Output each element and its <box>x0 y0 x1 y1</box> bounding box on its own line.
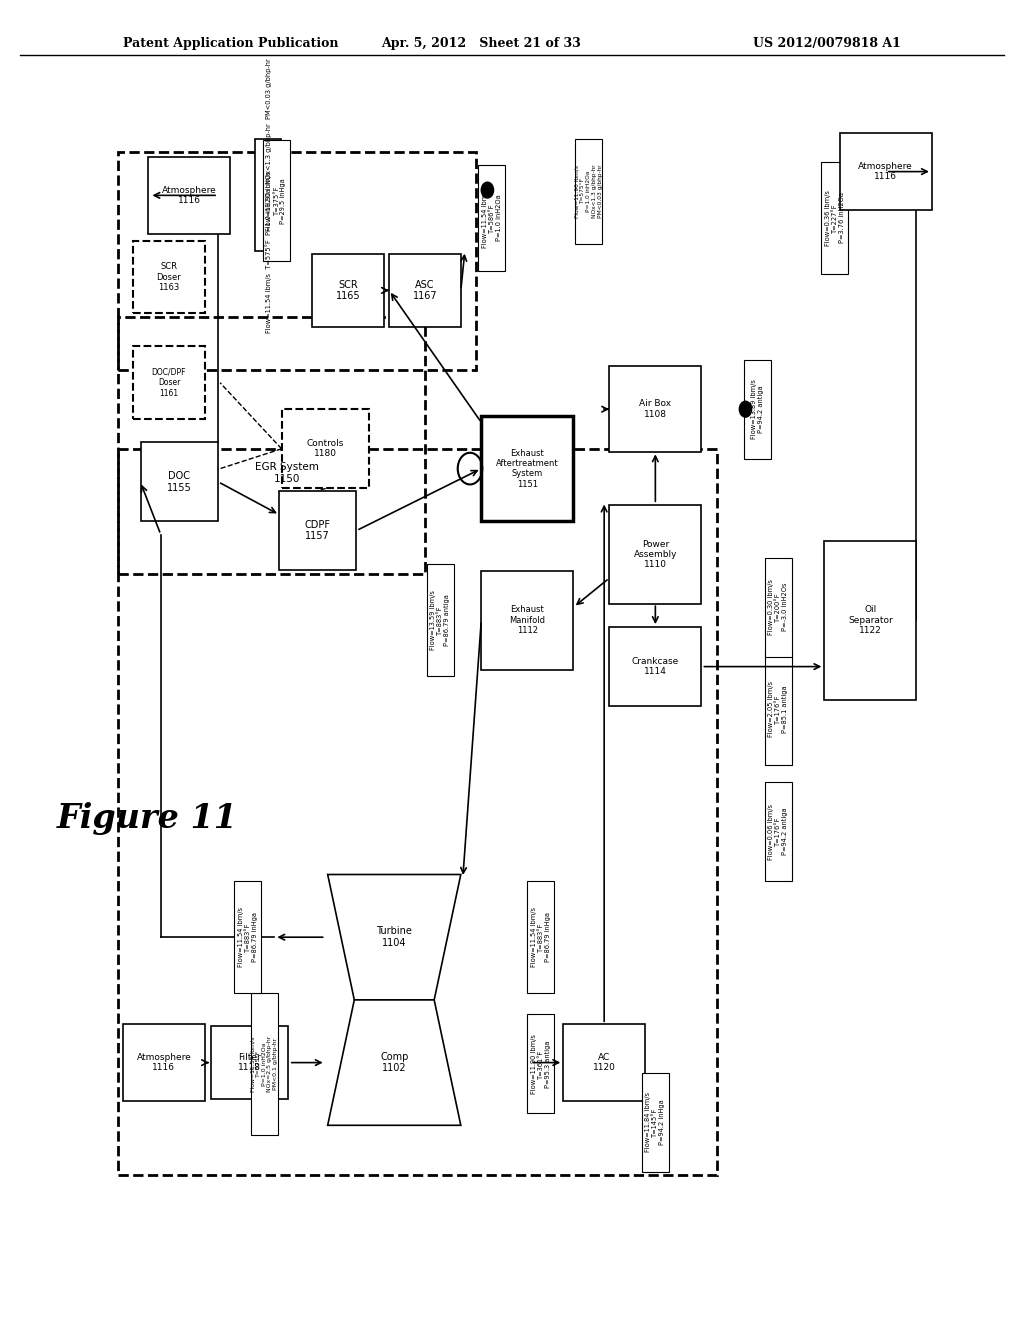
Text: Flow=13.59 lbm/s
T=883°F
P=86.79 antiga: Flow=13.59 lbm/s T=883°F P=86.79 antiga <box>430 590 451 651</box>
FancyBboxPatch shape <box>527 882 554 993</box>
Text: Turbine
1104: Turbine 1104 <box>376 927 413 948</box>
FancyBboxPatch shape <box>765 781 792 882</box>
FancyBboxPatch shape <box>234 882 261 993</box>
Text: Flow=11.54 lbm/s
T=883°F
P=86.79 inHga: Flow=11.54 lbm/s T=883°F P=86.79 inHga <box>238 907 258 968</box>
Text: CDPF
1157: CDPF 1157 <box>304 520 331 541</box>
Text: Flow=11.54 lbm/s
T=883°F
P=86.79 inHga: Flow=11.54 lbm/s T=883°F P=86.79 inHga <box>530 907 551 968</box>
FancyBboxPatch shape <box>481 570 573 671</box>
Polygon shape <box>328 1001 461 1125</box>
FancyBboxPatch shape <box>256 140 281 251</box>
Text: Apr. 5, 2012   Sheet 21 of 33: Apr. 5, 2012 Sheet 21 of 33 <box>381 37 582 50</box>
Text: Exhaust
Aftertreatment
System
1151: Exhaust Aftertreatment System 1151 <box>496 449 559 488</box>
Circle shape <box>481 182 494 198</box>
Text: Crankcase
1114: Crankcase 1114 <box>632 657 679 676</box>
FancyBboxPatch shape <box>133 346 205 420</box>
FancyBboxPatch shape <box>609 367 701 451</box>
Text: Flow=11.54 lbm/s  T=575°F  P=1.0 inH2Oa  NOx<1.3 g/bhp-hr  PM<0.03 g/bhp-hr: Flow=11.54 lbm/s T=575°F P=1.0 inH2Oa NO… <box>265 58 271 333</box>
Circle shape <box>739 401 752 417</box>
FancyBboxPatch shape <box>609 506 701 605</box>
Text: Flow=11.84 lbm/s
T=145°F
P=94.2 inHga: Flow=11.84 lbm/s T=145°F P=94.2 inHga <box>645 1092 666 1152</box>
FancyBboxPatch shape <box>427 565 454 676</box>
Text: Flow=0.06 lbm/s
T=176°F
P=94.2 antiga: Flow=0.06 lbm/s T=176°F P=94.2 antiga <box>768 804 788 859</box>
Text: US 2012/0079818 A1: US 2012/0079818 A1 <box>754 37 901 50</box>
Text: DOC/DPF
Doser
1161: DOC/DPF Doser 1161 <box>152 368 186 397</box>
Text: Flow=0.30 lbm/s
T=200°F
P=-3.0 inH2Os: Flow=0.30 lbm/s T=200°F P=-3.0 inH2Os <box>768 579 788 635</box>
Text: Air Box
1108: Air Box 1108 <box>639 400 672 418</box>
FancyBboxPatch shape <box>575 139 602 244</box>
Text: Atmosphere
1116: Atmosphere 1116 <box>136 1053 191 1072</box>
Text: Filter
1118: Filter 1118 <box>239 1053 261 1072</box>
FancyBboxPatch shape <box>283 409 370 488</box>
FancyBboxPatch shape <box>744 360 771 459</box>
FancyBboxPatch shape <box>481 416 573 521</box>
FancyBboxPatch shape <box>211 1027 289 1098</box>
Text: Oil
Separator
1122: Oil Separator 1122 <box>848 606 893 635</box>
Text: Flow=11.54 lbm/s
T=586°F
P=1.0 inH2Oa: Flow=11.54 lbm/s T=586°F P=1.0 inH2Oa <box>481 187 502 248</box>
Text: EGR System
1150: EGR System 1150 <box>255 462 318 483</box>
FancyBboxPatch shape <box>642 1072 669 1172</box>
FancyBboxPatch shape <box>609 627 701 706</box>
Text: Patent Application Publication: Patent Application Publication <box>123 37 338 50</box>
FancyBboxPatch shape <box>279 491 356 570</box>
Text: DOC
1155: DOC 1155 <box>167 471 191 492</box>
FancyBboxPatch shape <box>478 165 505 271</box>
FancyBboxPatch shape <box>148 157 230 234</box>
Polygon shape <box>328 875 461 1001</box>
FancyBboxPatch shape <box>765 557 792 656</box>
Text: ASC
1167: ASC 1167 <box>413 280 437 301</box>
Text: Figure 11: Figure 11 <box>56 801 238 836</box>
Text: Controls
1180: Controls 1180 <box>307 440 344 458</box>
FancyBboxPatch shape <box>389 253 461 326</box>
Text: Flow=11.90 lbm/s
T=375°F
P=29.5 inHga: Flow=11.90 lbm/s T=375°F P=29.5 inHga <box>266 170 287 231</box>
Text: Flow=11.54 lbm/s
T=575°F
P=1.0 inH2Oa
NOx=2.5 g/bhp-hr
PM<0.1 g/bhp-hr: Flow=11.54 lbm/s T=575°F P=1.0 inH2Oa NO… <box>250 1036 279 1092</box>
Text: Comp
1102: Comp 1102 <box>380 1052 409 1073</box>
Text: Atmosphere
1116: Atmosphere 1116 <box>858 162 913 181</box>
Text: Flow=11.90 lbm/s
T=575°F
P=1.0 inH2Oa
NOx<1.3 g/bhp-hr
PM<0.03 g/bhp-hr: Flow=11.90 lbm/s T=575°F P=1.0 inH2Oa NO… <box>574 165 603 218</box>
Text: SCR
Doser
1163: SCR Doser 1163 <box>157 263 181 292</box>
Text: AC
1120: AC 1120 <box>593 1053 615 1072</box>
Text: Flow=11.90 lbm/s
T=361°F
P=95.3 antiga: Flow=11.90 lbm/s T=361°F P=95.3 antiga <box>530 1034 551 1094</box>
FancyBboxPatch shape <box>123 1024 205 1101</box>
Text: Power
Assembly
1110: Power Assembly 1110 <box>634 540 677 569</box>
FancyBboxPatch shape <box>263 140 290 261</box>
FancyBboxPatch shape <box>824 541 916 700</box>
FancyBboxPatch shape <box>821 162 848 275</box>
FancyBboxPatch shape <box>133 240 205 313</box>
Text: SCR
1165: SCR 1165 <box>336 280 360 301</box>
Text: Atmosphere
1116: Atmosphere 1116 <box>162 186 217 205</box>
Text: Flow=13.89 lbm/s
P=94.2 antiga: Flow=13.89 lbm/s P=94.2 antiga <box>752 379 764 440</box>
FancyBboxPatch shape <box>765 652 792 764</box>
Text: Flow=0.36 lbm/s
T=227°F
P=3.76 inH2Oa: Flow=0.36 lbm/s T=227°F P=3.76 inH2Oa <box>824 190 845 246</box>
FancyBboxPatch shape <box>251 993 278 1135</box>
FancyBboxPatch shape <box>527 1014 554 1114</box>
FancyBboxPatch shape <box>140 442 217 521</box>
FancyBboxPatch shape <box>563 1024 645 1101</box>
FancyBboxPatch shape <box>312 253 384 326</box>
Text: Exhaust
Manifold
1112: Exhaust Manifold 1112 <box>509 606 546 635</box>
Text: Flow=2.05 lbm/s
T=176°F
P=85.1 antiga: Flow=2.05 lbm/s T=176°F P=85.1 antiga <box>768 681 788 737</box>
FancyBboxPatch shape <box>840 133 932 210</box>
